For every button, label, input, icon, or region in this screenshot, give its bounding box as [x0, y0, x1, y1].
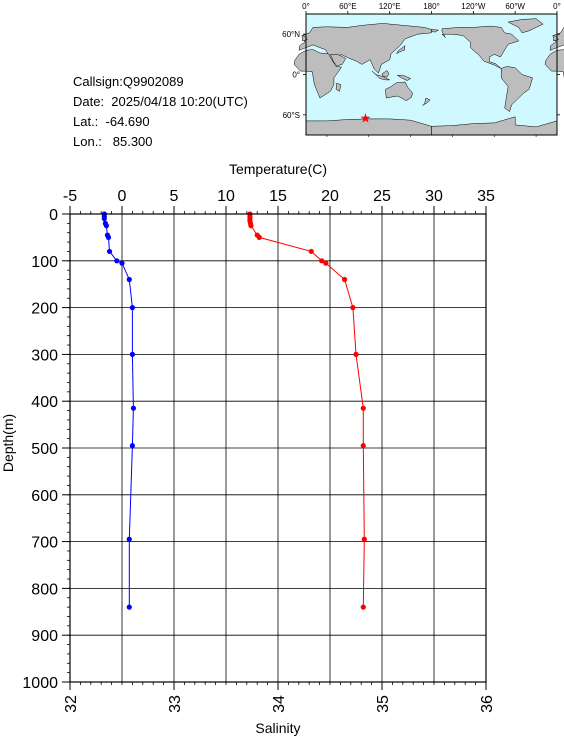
- y-axis-label: Depth(m): [0, 414, 16, 472]
- salinity-data-point: [114, 258, 120, 264]
- land-new-zealand: [422, 97, 431, 106]
- salinity-data-point: [106, 248, 113, 255]
- y-tick-label: 800: [31, 581, 58, 598]
- temperature-data-point: [248, 223, 254, 229]
- y-tick-label: 600: [31, 488, 58, 505]
- map-lat-label: 60°S: [283, 111, 300, 120]
- y-tick-label: 400: [31, 394, 58, 411]
- salinity-profile-line: [103, 214, 134, 608]
- land-greenland: [507, 18, 544, 34]
- temperature-data-point: [308, 248, 314, 255]
- map-lon-label: 0°: [553, 2, 561, 11]
- map-lon-label: 120°W: [461, 2, 486, 11]
- plot-frame: [69, 213, 487, 683]
- temperature-data-point: [360, 405, 366, 411]
- top-tick-label: -5: [63, 188, 77, 205]
- temperature-data-point: [341, 276, 348, 283]
- map-land: [293, 18, 564, 136]
- salinity-data-point: [126, 536, 132, 542]
- temperature-data-point: [319, 258, 325, 264]
- map-ticks: [303, 11, 560, 137]
- land-arabia: [330, 54, 347, 67]
- profile-plot: -5 0 5 10 15 20 25 30 35 0 100 200 300 400 500 600 700 80…: [0, 161, 496, 736]
- map-lat-label: 0°: [292, 71, 300, 80]
- salinity-data-point: [129, 305, 135, 311]
- top-tick-label: 0: [118, 188, 127, 205]
- bottom-tick-label: 34: [271, 695, 288, 713]
- land-australia: [385, 81, 413, 101]
- salinity-data-point: [129, 351, 135, 357]
- temperature-data-point: [360, 604, 366, 610]
- y-tick-label: 0: [49, 207, 58, 224]
- temperature-data-point: [361, 536, 367, 542]
- salinity-data-point: [130, 405, 137, 411]
- temperature-data-point: [256, 234, 262, 240]
- salinity-data-point: [126, 276, 132, 283]
- date-text: Date: 2025/04/18 10:20(UTC): [73, 94, 248, 109]
- latitude-text: Lat.: -64.690: [73, 114, 150, 129]
- top-tick-label: 25: [373, 188, 391, 205]
- plot-series: [101, 211, 367, 610]
- land-indonesia: [372, 70, 390, 81]
- map-lon-label: 60°E: [339, 2, 356, 11]
- map-labels: 0° 60°E 120°E 180° 120°W 60°W 0° 60°N 0° 60°S: [282, 2, 561, 120]
- salinity-data-point: [101, 216, 107, 222]
- land-chukotka: [431, 29, 440, 33]
- y-tick-label: 200: [31, 301, 58, 318]
- land-borneo: [381, 70, 390, 78]
- top-tick-label: 35: [477, 188, 495, 205]
- land-north-america: [441, 25, 520, 69]
- land-japan: [396, 44, 406, 54]
- bottom-tick-label: 32: [63, 695, 80, 713]
- bottom-tick-label: 33: [167, 695, 184, 713]
- y-tick-label: 100: [31, 254, 58, 271]
- temperature-profile-line: [249, 214, 365, 608]
- top-tick-label: 30: [425, 188, 443, 205]
- plot-grid: [62, 206, 487, 690]
- bottom-axis-label: Salinity: [255, 720, 300, 736]
- top-tick-label: 5: [170, 188, 179, 205]
- bottom-tick-label: 35: [375, 695, 392, 713]
- land-south-america: [500, 66, 533, 112]
- salinity-data-point: [119, 260, 125, 266]
- top-axis-label: Temperature(C): [229, 161, 327, 177]
- temperature-data-point: [353, 351, 359, 357]
- callsign-text: Callsign:Q9902089: [73, 74, 184, 89]
- longitude-text: Lon.: 85.300: [73, 134, 153, 149]
- top-tick-label: 20: [321, 188, 339, 205]
- top-tick-label: 15: [269, 188, 287, 205]
- salinity-data-point: [126, 604, 132, 610]
- y-tick-label: 900: [31, 628, 58, 645]
- y-tick-label: 300: [31, 347, 58, 364]
- top-tick-label: 10: [217, 188, 235, 205]
- y-tick-label: 700: [31, 535, 58, 552]
- temperature-data-point: [350, 305, 356, 311]
- bottom-tick-label: 36: [479, 695, 496, 713]
- map-lat-label: 60°N: [282, 30, 300, 39]
- map-lon-label: 180°: [423, 2, 440, 11]
- y-tick-label: 1000: [22, 675, 58, 692]
- plot-tick-labels: -5 0 5 10 15 20 25 30 35 0 100 200 300 400 500 600 700 80…: [22, 188, 496, 713]
- station-marker: ★: [360, 112, 372, 127]
- temperature-data-point: [360, 443, 366, 449]
- y-tick-label: 500: [31, 441, 58, 458]
- temperature-data-point: [323, 260, 329, 266]
- map-lon-label: 0°: [302, 2, 310, 11]
- salinity-data-point: [129, 443, 135, 449]
- salinity-data-point: [105, 234, 112, 240]
- map-lon-label: 120°E: [379, 2, 401, 11]
- land-madagascar: [335, 82, 342, 92]
- land-new-guinea: [397, 74, 412, 81]
- salinity-data-point: [103, 223, 109, 229]
- world-map-inset: 0° 60°E 120°E 180° 120°W 60°W 0° 60°N 0° 60°S ★: [282, 2, 564, 137]
- map-lon-label: 60°W: [505, 2, 525, 11]
